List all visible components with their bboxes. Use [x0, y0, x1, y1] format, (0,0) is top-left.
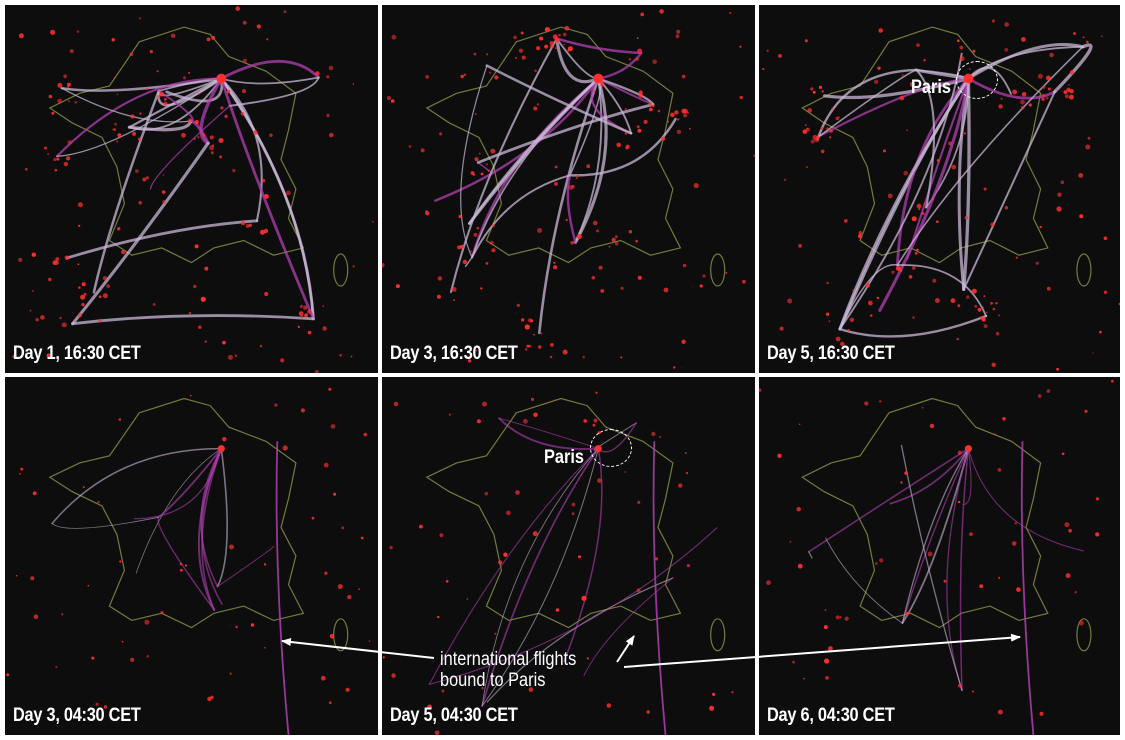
annotation-line-1: international flights — [440, 649, 577, 670]
map-panel-day5-1630: Paris Day 5, 16:30 CET — [759, 5, 1120, 373]
map-panel-day1-1630: Day 1, 16:30 CET — [5, 5, 378, 373]
panel-caption: Day 1, 16:30 CET — [13, 343, 141, 364]
airport-dots — [759, 379, 1114, 716]
panel-caption: Day 5, 16:30 CET — [767, 343, 895, 364]
country-outline — [48, 397, 305, 629]
country-outline — [801, 397, 1049, 629]
map-day5-1630 — [762, 19, 1120, 371]
flow-bundles — [808, 441, 1084, 735]
island-outline — [710, 253, 726, 287]
paris-label: Paris — [911, 77, 951, 98]
panel-caption: Day 3, 16:30 CET — [390, 343, 518, 364]
country-outline — [48, 26, 305, 264]
paris-label: Paris — [544, 447, 584, 468]
map-panel-day6-0430: Day 6, 04:30 CET — [759, 377, 1120, 735]
island-outline — [1076, 618, 1092, 652]
airport-dots — [762, 19, 1120, 371]
airport-dots — [6, 387, 371, 709]
annotation-text: international flights bound to Paris — [440, 649, 576, 691]
airport-dots — [12, 6, 374, 373]
island-outline — [333, 618, 349, 652]
panel-caption: Day 5, 04:30 CET — [390, 705, 518, 726]
paris-hub-dot — [593, 73, 604, 84]
panel-caption: Day 3, 04:30 CET — [13, 705, 141, 726]
paris-hub-dot — [216, 73, 227, 84]
island-outline — [1076, 253, 1092, 287]
paris-highlight-circle — [956, 61, 998, 99]
paris-highlight-circle — [590, 429, 632, 467]
map-panel-day3-1630: Day 3, 16:30 CET — [382, 5, 755, 373]
map-panel-day5-0430: Paris Day 5, 04:30 CET — [382, 377, 755, 735]
flow-bundles — [816, 43, 1093, 338]
annotation-line-2: bound to Paris — [440, 670, 546, 691]
map-day1-1630 — [12, 6, 374, 373]
panel-caption: Day 6, 04:30 CET — [767, 705, 895, 726]
island-outline — [333, 253, 349, 287]
country-outline — [425, 26, 682, 264]
map-day5-0430 — [382, 391, 734, 735]
map-day3-0430 — [6, 387, 371, 735]
paris-hub-dot — [217, 445, 225, 453]
flow-bundles — [51, 441, 290, 735]
country-outline — [425, 397, 682, 629]
flow-bundles — [428, 417, 718, 735]
map-day3-1630 — [382, 9, 755, 369]
airport-dots — [382, 9, 755, 369]
island-outline — [710, 618, 726, 652]
flow-bundles — [55, 60, 320, 326]
map-panel-day3-0430: Day 3, 04:30 CET — [5, 377, 378, 735]
paris-hub-dot — [964, 445, 972, 453]
map-day6-0430 — [759, 379, 1114, 735]
